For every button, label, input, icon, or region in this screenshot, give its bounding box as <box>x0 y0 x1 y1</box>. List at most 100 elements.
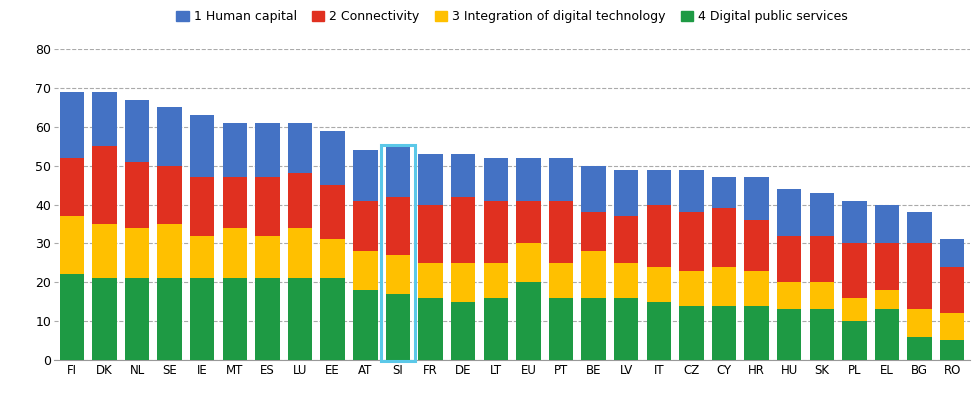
Bar <box>809 309 834 360</box>
Bar <box>875 204 900 243</box>
Bar <box>940 340 964 360</box>
Bar <box>516 282 541 360</box>
Bar <box>679 170 704 212</box>
Bar <box>875 309 900 360</box>
Bar <box>222 228 247 278</box>
Bar <box>158 278 182 360</box>
Bar <box>451 197 475 263</box>
Bar <box>60 216 84 274</box>
Bar <box>222 278 247 360</box>
Bar <box>679 306 704 360</box>
Bar <box>842 200 866 243</box>
Bar <box>647 267 671 302</box>
Bar <box>451 302 475 360</box>
Bar <box>711 209 736 267</box>
Bar <box>842 243 866 298</box>
Bar <box>679 271 704 306</box>
Bar <box>745 271 769 306</box>
Bar <box>679 212 704 271</box>
Bar <box>777 282 802 309</box>
Bar <box>745 178 769 220</box>
Bar <box>386 197 411 255</box>
Bar <box>549 200 573 263</box>
Bar <box>647 204 671 267</box>
Bar <box>386 255 411 294</box>
Bar <box>124 100 149 162</box>
Bar <box>451 154 475 197</box>
Bar <box>320 185 345 239</box>
Bar <box>124 278 149 360</box>
Bar <box>190 178 215 236</box>
Bar <box>711 306 736 360</box>
Bar <box>549 263 573 298</box>
Bar <box>222 123 247 178</box>
Bar <box>809 236 834 282</box>
Bar <box>745 306 769 360</box>
Bar <box>158 166 182 224</box>
Bar <box>940 267 964 313</box>
Bar <box>353 200 377 251</box>
Bar <box>613 169 638 216</box>
Bar <box>92 92 117 146</box>
Bar <box>711 267 736 306</box>
Bar <box>516 243 541 282</box>
Bar <box>907 309 932 337</box>
Bar <box>60 158 84 216</box>
Bar <box>320 131 345 185</box>
Bar <box>451 263 475 302</box>
Bar <box>581 251 606 298</box>
Bar <box>190 278 215 360</box>
Bar <box>353 290 377 360</box>
Bar <box>483 158 508 200</box>
Bar <box>647 169 671 204</box>
Bar <box>92 224 117 278</box>
Bar <box>745 220 769 271</box>
Bar <box>255 178 279 236</box>
Bar <box>875 243 900 290</box>
Bar <box>255 278 279 360</box>
Bar <box>777 236 802 282</box>
Bar <box>60 274 84 360</box>
Bar <box>809 193 834 236</box>
Bar <box>288 123 313 173</box>
Bar <box>288 278 313 360</box>
Bar <box>483 298 508 360</box>
Bar <box>940 313 964 340</box>
Bar <box>158 107 182 166</box>
Bar <box>190 236 215 278</box>
Bar <box>158 224 182 278</box>
Bar <box>418 298 443 360</box>
Bar <box>809 282 834 309</box>
Bar <box>92 146 117 224</box>
Bar <box>255 236 279 278</box>
Bar <box>190 115 215 178</box>
Bar <box>320 239 345 278</box>
Bar <box>581 298 606 360</box>
Bar <box>60 92 84 158</box>
Bar <box>581 212 606 251</box>
Bar <box>386 146 411 197</box>
Bar <box>581 166 606 212</box>
Bar <box>907 337 932 360</box>
Bar <box>353 150 377 200</box>
Bar <box>386 294 411 360</box>
Legend: 1 Human capital, 2 Connectivity, 3 Integration of digital technology, 4 Digital : 1 Human capital, 2 Connectivity, 3 Integ… <box>176 10 848 23</box>
Bar <box>483 263 508 298</box>
Bar <box>549 298 573 360</box>
Bar <box>549 158 573 200</box>
Bar <box>353 251 377 290</box>
Bar <box>516 200 541 243</box>
Bar <box>418 204 443 263</box>
Bar <box>842 321 866 360</box>
Bar <box>288 173 313 228</box>
Bar <box>613 216 638 263</box>
Bar <box>777 309 802 360</box>
Bar <box>647 302 671 360</box>
Bar <box>255 123 279 178</box>
Bar <box>418 263 443 298</box>
Bar <box>222 178 247 228</box>
Bar <box>777 189 802 236</box>
Bar <box>613 263 638 298</box>
Bar <box>320 278 345 360</box>
Bar <box>875 290 900 309</box>
